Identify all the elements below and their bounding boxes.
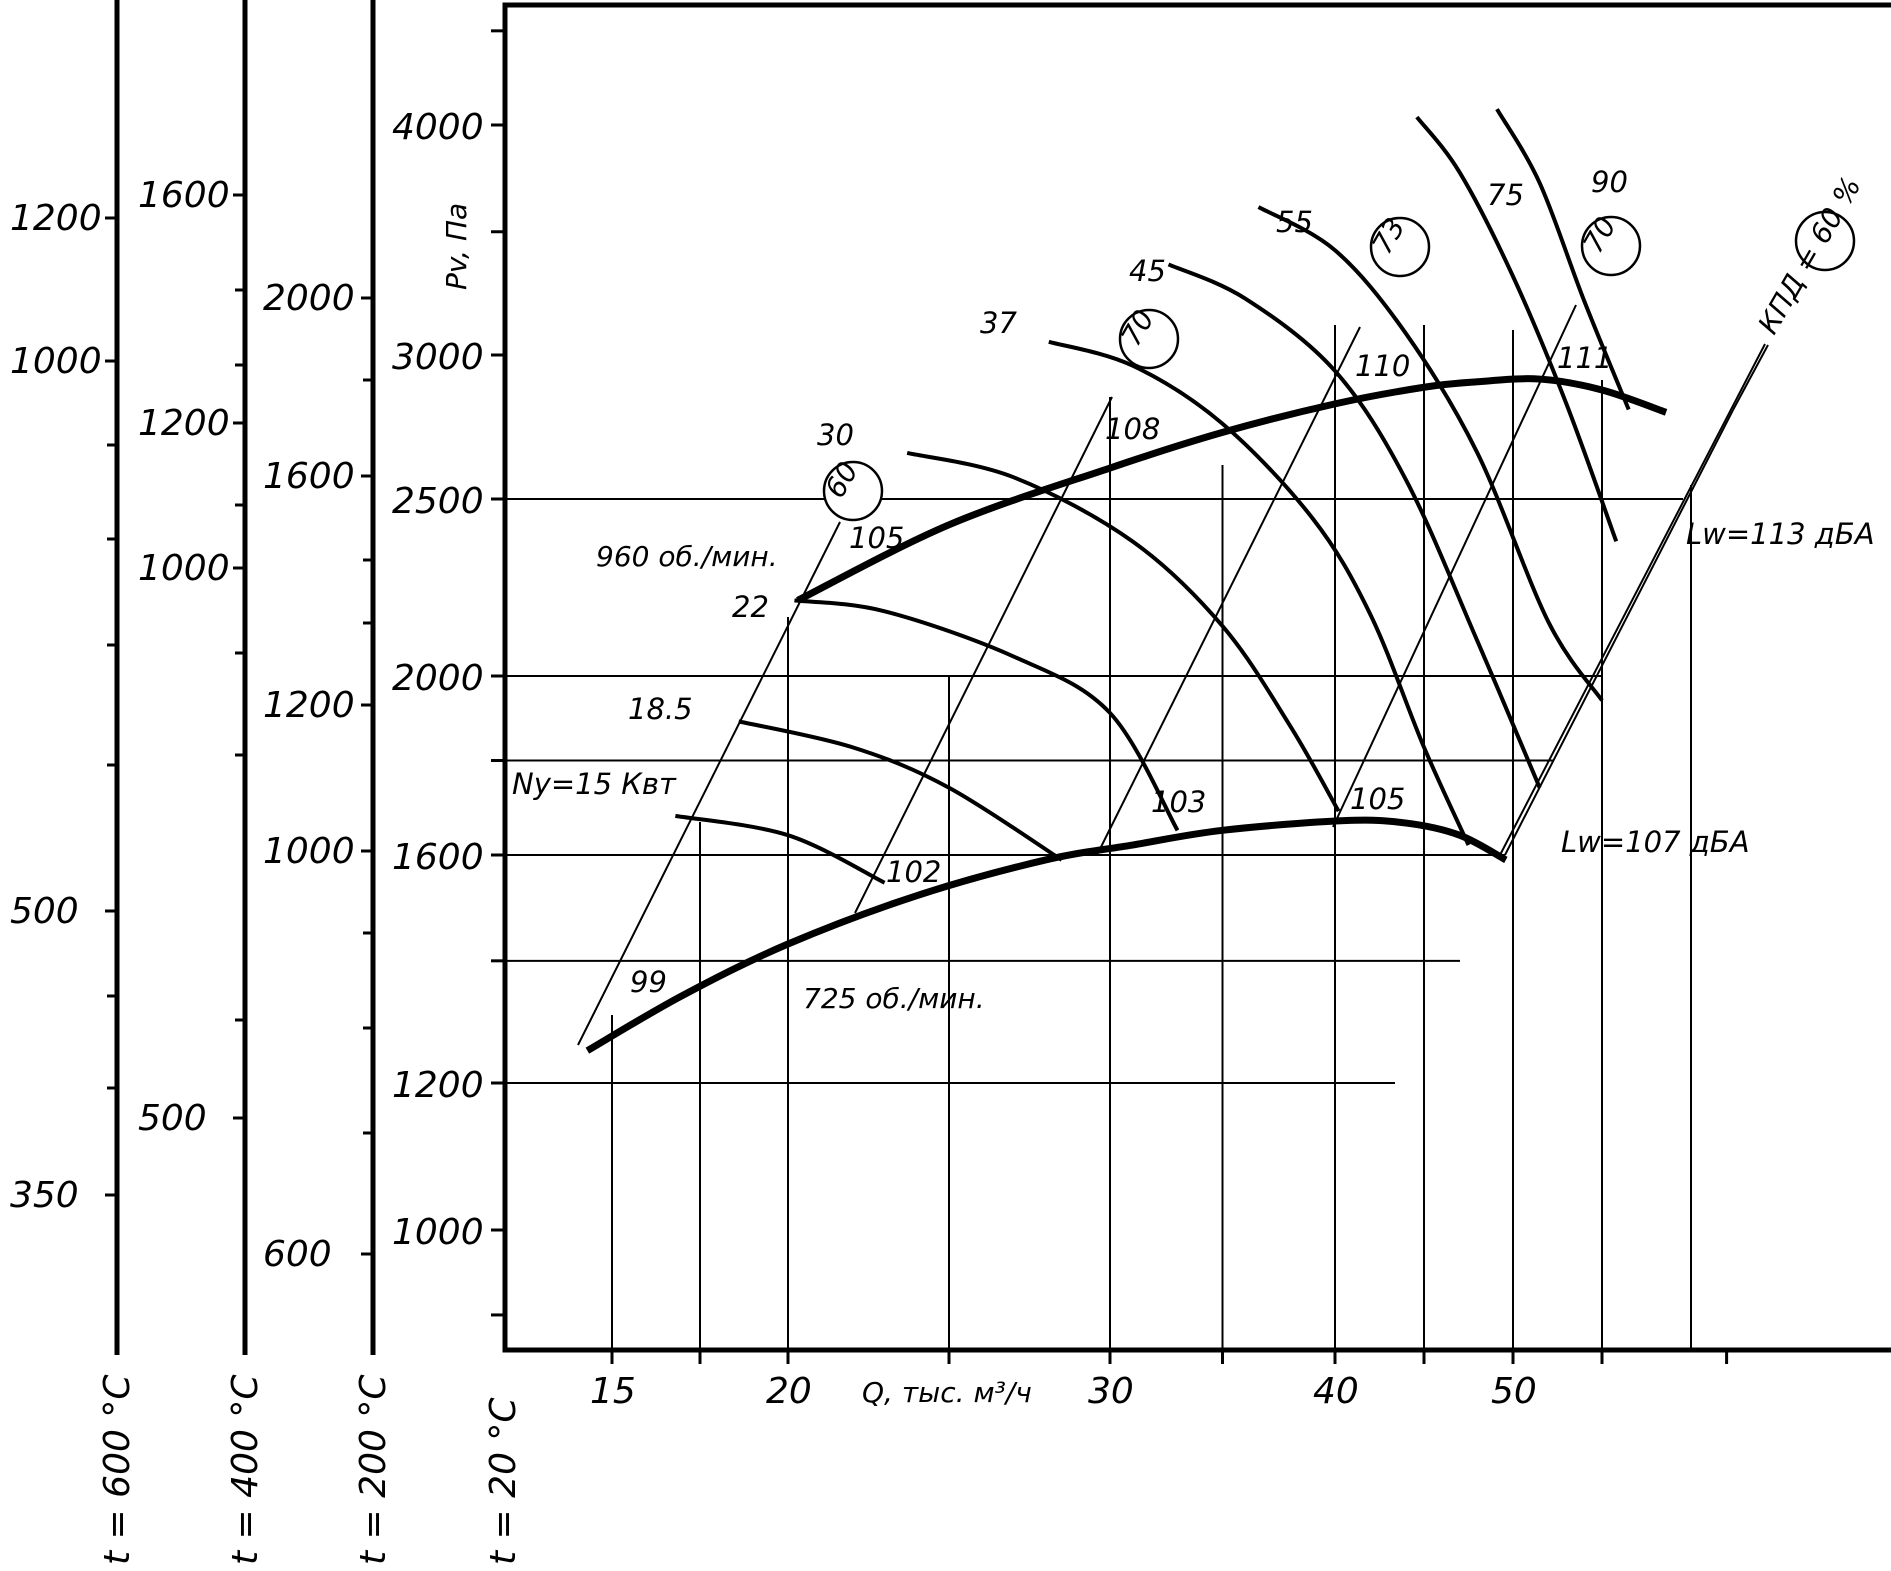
- speed-curve-label: 725 об./мин.: [803, 982, 985, 1015]
- y-tick-label: 4000: [392, 107, 484, 148]
- efficiency-marker-circle: [1369, 216, 1431, 278]
- x-tick-label: 30: [1088, 1371, 1134, 1412]
- power-curve: [1415, 115, 1619, 543]
- temperature-scale-tick-label: 1200: [10, 198, 102, 239]
- temperature-scale-tick-label: 1600: [263, 456, 355, 497]
- temperature-scale-tick-label: 1600: [138, 175, 230, 216]
- x-tick-label: 40: [1313, 1371, 1359, 1412]
- power-curve-label: 75: [1487, 178, 1524, 212]
- speed-curve: [796, 375, 1668, 604]
- noise-label: 103: [1151, 785, 1206, 819]
- x-tick-label: 20: [766, 1371, 812, 1412]
- efficiency-line: [1096, 326, 1361, 856]
- temperature-scale-label: t = 200 °C: [353, 1374, 394, 1565]
- temperature-scale-tick-label: 1000: [263, 831, 355, 872]
- plot-frame: [502, 2, 1891, 1353]
- y-tick-label: 1600: [392, 837, 484, 878]
- power-curve-label: 37: [980, 306, 1017, 340]
- temperature-scale-tick-label: 500: [10, 891, 79, 932]
- power-curve: [1495, 108, 1631, 411]
- efficiency-marker-circle: [1118, 308, 1180, 370]
- power-curve: [1257, 205, 1604, 702]
- noise-label: 99: [630, 965, 667, 999]
- noise-label: 110: [1355, 349, 1410, 383]
- y-tick-label: 2500: [392, 481, 484, 522]
- efficiency-line: [1332, 304, 1577, 828]
- temperature-scale-tick-label: 1200: [138, 403, 230, 444]
- temperature-scale-tick-label: 500: [138, 1098, 207, 1139]
- efficiency-marker-circle: [1580, 215, 1642, 277]
- y-tick-label: 1200: [392, 1065, 484, 1106]
- y-tick-label: 2000: [392, 658, 484, 699]
- power-curve-label: Ny=15 Квт: [512, 767, 677, 801]
- x-tick-label: 50: [1491, 1371, 1537, 1412]
- power-curve: [906, 451, 1341, 813]
- power-curve: [738, 719, 1063, 862]
- temperature-scale-label: t = 600 °C: [97, 1374, 138, 1565]
- power-curve-label: 18.5: [628, 692, 693, 726]
- noise-label: Lw=107 дБА: [1561, 825, 1750, 859]
- speed-curve: [585, 816, 1508, 1054]
- x-axis-label: Q, тыс. м³/ч: [862, 1376, 1032, 1409]
- efficiency-line: [1504, 409, 1734, 856]
- power-curve: [675, 813, 886, 885]
- temperature-scale-tick-label: 350: [10, 1175, 79, 1216]
- power-curve: [1167, 262, 1542, 789]
- power-curve-label: 30: [817, 418, 854, 452]
- noise-label: 105: [1350, 782, 1405, 816]
- efficiency-line: [577, 521, 841, 1046]
- temperature-scale-tick-label: 1200: [263, 685, 355, 726]
- power-curve-label: 22: [732, 590, 769, 624]
- temperature-scale-tick-label: 600: [263, 1234, 332, 1275]
- power-curve: [794, 598, 1180, 832]
- noise-label: 108: [1105, 412, 1160, 446]
- temperature-scale-label: t = 20 °C: [483, 1397, 524, 1565]
- noise-label: 111: [1557, 341, 1612, 375]
- temperature-scale-label: t = 400 °C: [225, 1374, 266, 1565]
- noise-label: 105: [849, 521, 904, 555]
- power-curve-label: 45: [1129, 254, 1166, 288]
- efficiency-marker-circle: [822, 460, 884, 522]
- y-tick-label: 3000: [392, 337, 484, 378]
- x-tick-label: 15: [590, 1371, 636, 1412]
- temperature-scale-tick-label: 2000: [263, 278, 355, 319]
- speed-curve-label: 960 об./мин.: [596, 540, 778, 573]
- power-curve-label: 90: [1591, 165, 1628, 199]
- y-tick-label: 1000: [392, 1212, 484, 1253]
- power-curve-label: 55: [1276, 205, 1313, 239]
- efficiency-line: [1499, 343, 1766, 856]
- temperature-scale-tick-label: 1000: [138, 548, 230, 589]
- noise-label: Lw=113 дБА: [1686, 517, 1875, 551]
- noise-label: 102: [886, 855, 941, 889]
- efficiency-line: [1732, 344, 1769, 411]
- y-axis-label: Pv, Па: [440, 203, 473, 290]
- efficiency-line: [854, 396, 1113, 914]
- efficiency-marker-circle: [1794, 210, 1856, 272]
- power-curve: [1048, 339, 1471, 846]
- temperature-scale-tick-label: 1000: [10, 341, 102, 382]
